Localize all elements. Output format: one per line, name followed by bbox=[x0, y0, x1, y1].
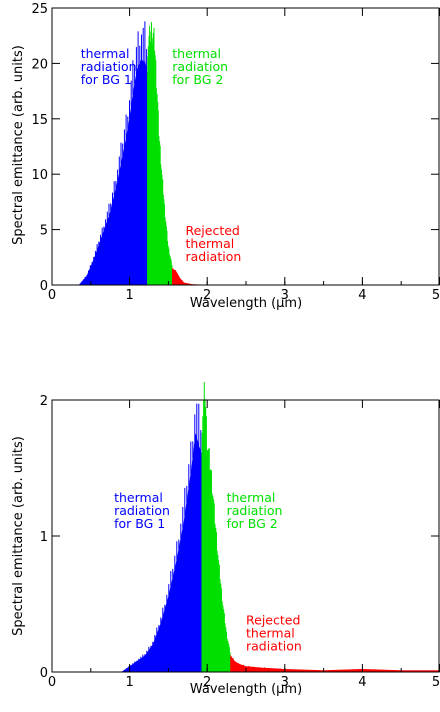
y-tick-label: 15 bbox=[31, 113, 48, 128]
y-tick-label: 25 bbox=[31, 2, 48, 17]
y-tick-label: 20 bbox=[31, 57, 48, 72]
x-tick-label: 3 bbox=[281, 675, 289, 690]
annotation-line: thermal bbox=[227, 490, 276, 505]
x-axis-label: Wavelength (μm) bbox=[190, 296, 302, 311]
x-tick-label: 1 bbox=[125, 675, 133, 690]
annotation-line: for BG 2 bbox=[227, 516, 278, 531]
chart-panel-1: 0 1 2 3 4 5 0 5 10 15 20 25 Wavelength (μm) Spectral … bbox=[11, 2, 440, 311]
annotation-line: thermal bbox=[246, 625, 295, 640]
annotation-line: radiation bbox=[172, 59, 228, 74]
annotation-3: Rejected thermal radiation bbox=[246, 612, 302, 653]
series-area-1 bbox=[78, 59, 148, 286]
annotation-line: thermal bbox=[185, 236, 234, 251]
x-tick-label: 1 bbox=[125, 288, 133, 303]
x-tick-label: 4 bbox=[358, 288, 366, 303]
y-tick-label: 1 bbox=[40, 530, 48, 545]
annotation-1: thermal radiation for BG 1 bbox=[81, 46, 137, 87]
y-tick-label: 10 bbox=[31, 168, 48, 183]
series-area-1 bbox=[120, 433, 203, 673]
y-tick-label: 2 bbox=[40, 394, 48, 409]
y-axis-label: Spectral emittance (arb. units) bbox=[11, 45, 26, 245]
annotation-line: for BG 1 bbox=[114, 516, 165, 531]
x-tick-label: 5 bbox=[432, 288, 440, 303]
annotation-line: thermal bbox=[114, 490, 163, 505]
y-tick-label: 0 bbox=[40, 279, 48, 294]
x-tick-label: 0 bbox=[48, 288, 56, 303]
annotation-line: Rejected bbox=[246, 612, 300, 627]
x-tick-label: 4 bbox=[358, 675, 366, 690]
annotation-line: thermal bbox=[81, 46, 130, 61]
annotation-line: radiation bbox=[227, 503, 283, 518]
x-tick-label: 3 bbox=[281, 288, 289, 303]
y-axis-label: Spectral emittance (arb. units) bbox=[11, 436, 26, 636]
annotation-line: radiation bbox=[185, 249, 241, 264]
series-area-3 bbox=[172, 267, 440, 286]
annotation-line: Rejected bbox=[185, 223, 239, 238]
y-tick-label: 0 bbox=[40, 666, 48, 681]
annotation-line: thermal bbox=[172, 46, 221, 61]
annotation-line: for BG 2 bbox=[172, 72, 223, 87]
x-tick-label: 0 bbox=[48, 675, 56, 690]
annotation-line: radiation bbox=[81, 59, 137, 74]
annotation-2: thermal radiation for BG 2 bbox=[227, 490, 283, 531]
annotation-1: thermal radiation for BG 1 bbox=[114, 490, 170, 531]
x-axis-label: Wavelength (μm) bbox=[190, 682, 302, 697]
annotation-3: Rejected thermal radiation bbox=[185, 223, 241, 264]
annotation-line: for BG 1 bbox=[81, 72, 132, 87]
annotation-line: radiation bbox=[246, 638, 302, 653]
x-tick-label: 5 bbox=[432, 675, 440, 690]
series-area-3 bbox=[230, 654, 440, 673]
annotation-2: thermal radiation for BG 2 bbox=[172, 46, 228, 87]
y-tick-label: 5 bbox=[40, 224, 48, 239]
x-tick-label: 2 bbox=[203, 288, 211, 303]
annotation-line: radiation bbox=[114, 503, 170, 518]
x-tick-label: 2 bbox=[203, 675, 211, 690]
